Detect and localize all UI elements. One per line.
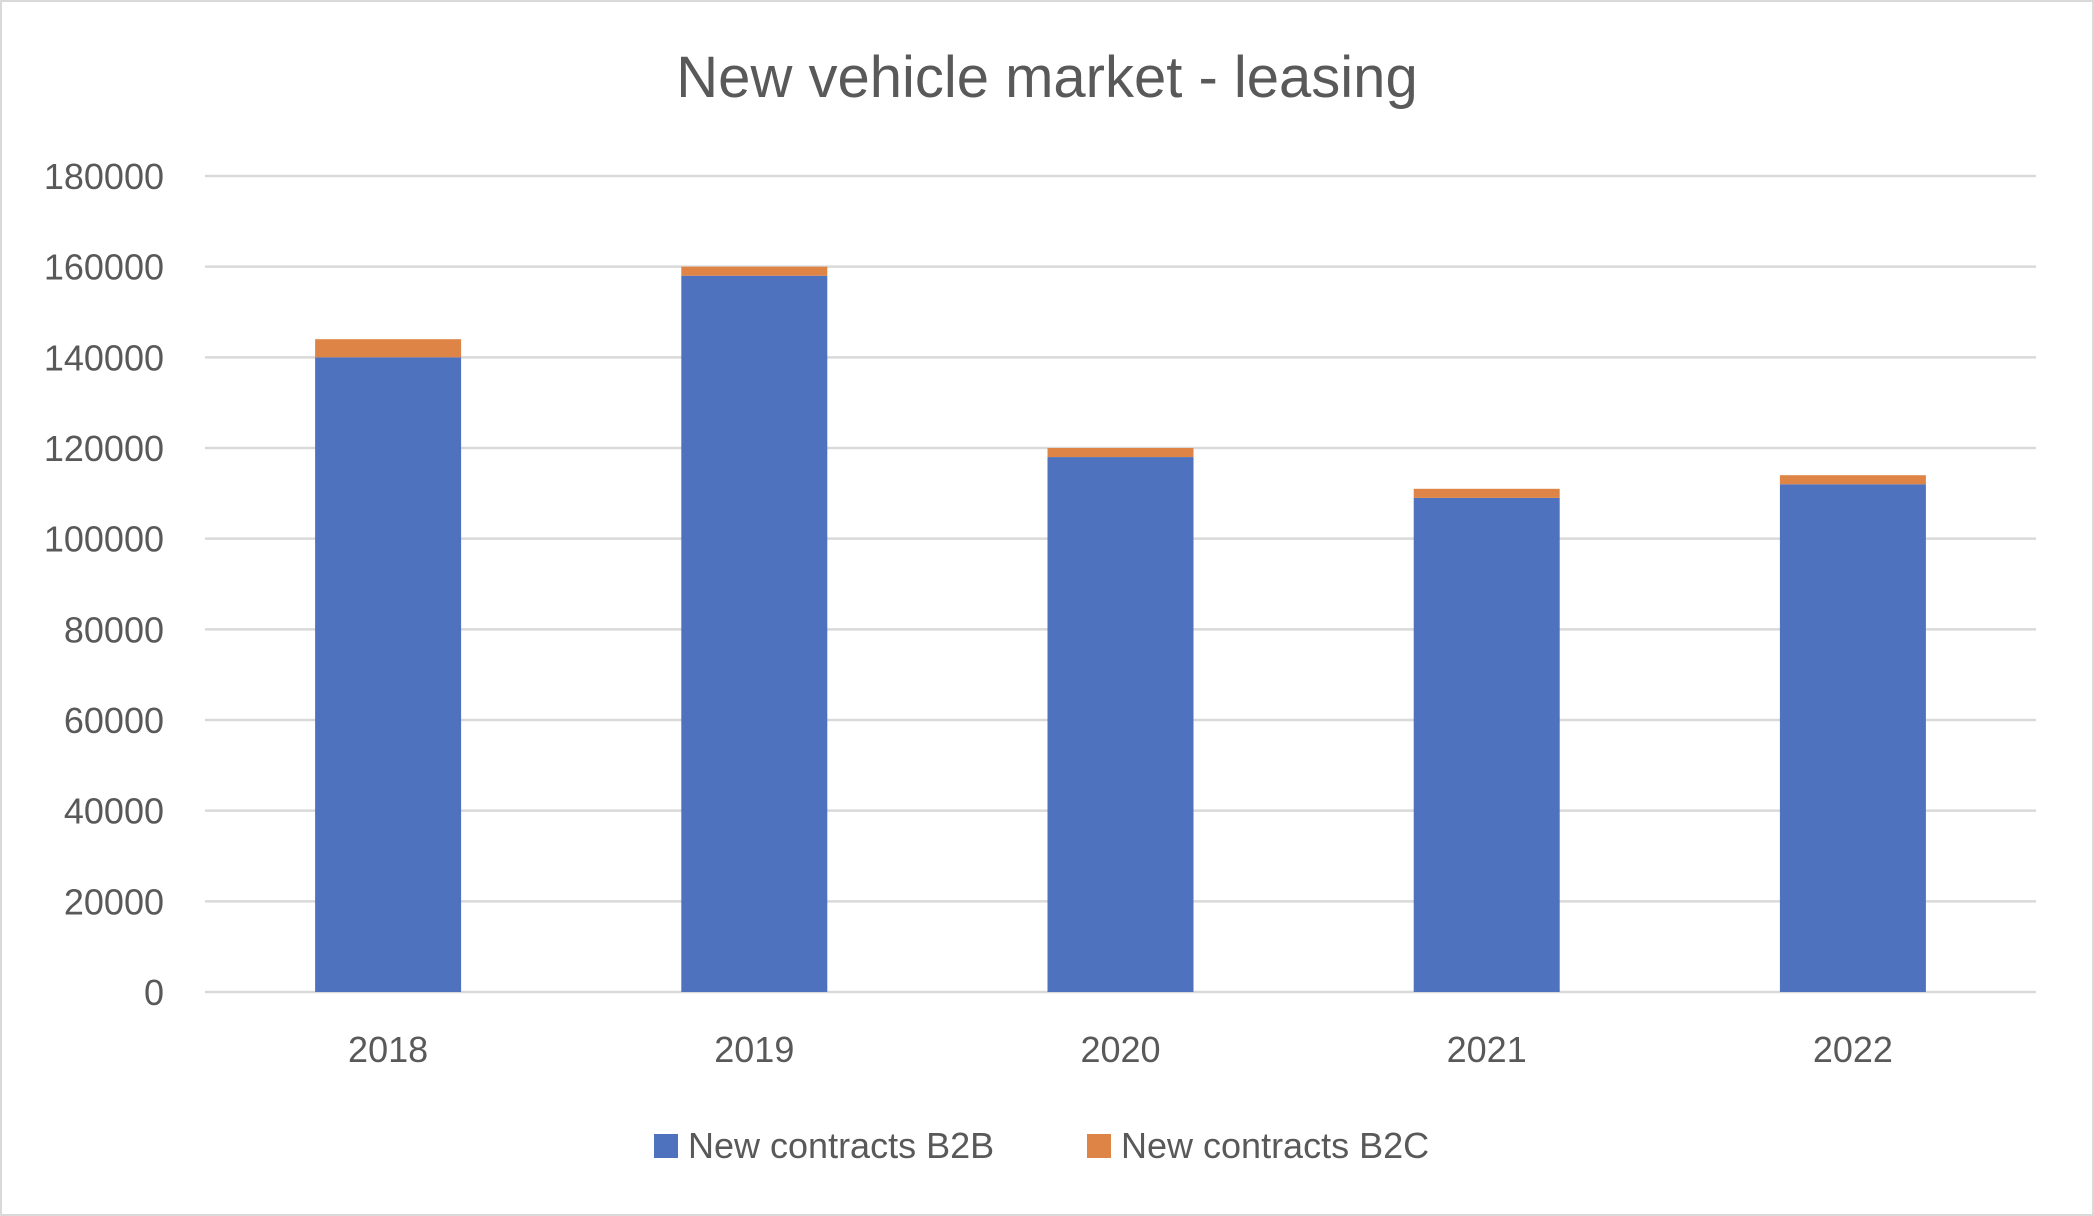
y-tick-label: 60000 xyxy=(64,700,164,741)
bar-b2c-2022 xyxy=(1779,475,1926,485)
y-tick-label: 100000 xyxy=(44,519,164,560)
y-axis-tick-labels: 0 20000 40000 60000 80000 100000 120000 140000 1… xyxy=(44,156,164,1013)
bar-b2b-2019 xyxy=(681,275,828,992)
x-tick-label: 2021 xyxy=(1447,1029,1527,1070)
y-tick-label: 120000 xyxy=(44,428,164,469)
x-tick-label: 2018 xyxy=(348,1029,428,1070)
legend-swatch-b2b xyxy=(654,1134,678,1158)
y-tick-label: 140000 xyxy=(44,337,164,378)
gridlines xyxy=(205,174,2036,994)
y-tick-label: 160000 xyxy=(44,247,164,288)
x-axis-tick-labels: 2018 2019 2020 2021 2022 xyxy=(348,1029,1893,1070)
bar-b2b-2022 xyxy=(1779,484,1926,992)
legend-swatch-b2c xyxy=(1087,1134,1111,1158)
y-tick-label: 20000 xyxy=(64,881,164,922)
y-tick-label: 40000 xyxy=(64,791,164,832)
x-tick-label: 2019 xyxy=(714,1029,794,1070)
bar-b2b-2018 xyxy=(315,357,462,992)
y-tick-label: 80000 xyxy=(64,609,164,650)
y-tick-label: 180000 xyxy=(44,156,164,197)
bar-b2c-2020 xyxy=(1047,448,1194,458)
bar-b2b-2020 xyxy=(1047,457,1194,993)
legend-label-b2c: New contracts B2C xyxy=(1121,1125,1429,1166)
bar-b2c-2021 xyxy=(1413,488,1560,498)
x-tick-label: 2022 xyxy=(1813,1029,1893,1070)
bar-b2c-2018 xyxy=(315,339,462,358)
bars xyxy=(315,266,1926,993)
bar-b2b-2021 xyxy=(1413,497,1560,992)
legend-label-b2b: New contracts B2B xyxy=(688,1125,994,1166)
y-tick-label: 0 xyxy=(144,972,164,1013)
bar-b2c-2019 xyxy=(681,266,828,276)
legend: New contracts B2B New contracts B2C xyxy=(654,1125,1429,1166)
x-tick-label: 2020 xyxy=(1080,1029,1160,1070)
chart-title: New vehicle market - leasing xyxy=(676,45,1417,110)
